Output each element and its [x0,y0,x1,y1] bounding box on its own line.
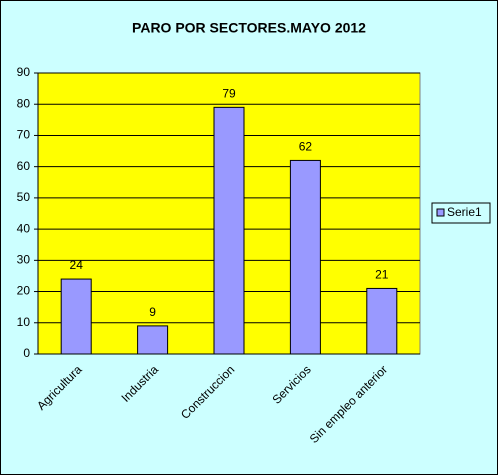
legend-label: Serie1 [447,205,482,219]
legend-swatch [436,208,445,217]
y-tick-label: 30 [17,253,31,267]
bar [60,278,92,355]
chart-title: PARO POR SECTORES.MAYO 2012 [132,20,366,36]
bar [366,287,398,355]
y-tick-label: 90 [17,65,31,79]
y-tick-label: 40 [17,221,31,235]
value-label: 62 [299,140,313,154]
y-tick-label: 0 [23,346,30,360]
bar [289,159,321,355]
bar [137,325,169,355]
y-tick-label: 50 [17,190,31,204]
y-tick-label: 80 [17,96,31,110]
y-tick-label: 20 [17,284,31,298]
legend-box [431,202,491,224]
value-label: 21 [375,268,389,282]
value-label: 79 [222,87,236,101]
y-tick-label: 10 [17,315,31,329]
bar [213,106,245,355]
value-label: 24 [70,258,84,272]
value-label: 9 [149,305,156,319]
y-tick-label: 70 [17,128,31,142]
y-tick-label: 60 [17,159,31,173]
